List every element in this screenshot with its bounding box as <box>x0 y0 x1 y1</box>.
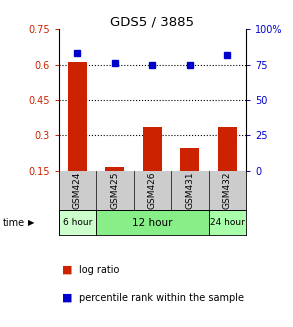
Text: 12 hour: 12 hour <box>132 218 173 228</box>
Bar <box>143 127 162 171</box>
Bar <box>96 210 209 235</box>
Text: 24 hour: 24 hour <box>210 218 245 227</box>
Bar <box>180 148 199 171</box>
Text: GSM424: GSM424 <box>73 172 82 209</box>
Text: GSM426: GSM426 <box>148 172 157 209</box>
Text: time: time <box>3 218 25 228</box>
Text: ■: ■ <box>62 265 72 275</box>
Text: ■: ■ <box>62 293 72 302</box>
Title: GDS5 / 3885: GDS5 / 3885 <box>110 15 194 28</box>
Text: GSM431: GSM431 <box>185 171 194 209</box>
Bar <box>105 167 124 171</box>
Bar <box>209 210 246 235</box>
Text: 6 hour: 6 hour <box>63 218 92 227</box>
Text: ▶: ▶ <box>28 218 34 227</box>
Bar <box>68 62 87 171</box>
Text: log ratio: log ratio <box>79 265 120 275</box>
Text: GSM425: GSM425 <box>110 172 119 209</box>
Text: percentile rank within the sample: percentile rank within the sample <box>79 293 244 302</box>
Bar <box>218 127 237 171</box>
Bar <box>59 210 96 235</box>
Text: GSM432: GSM432 <box>223 172 232 209</box>
